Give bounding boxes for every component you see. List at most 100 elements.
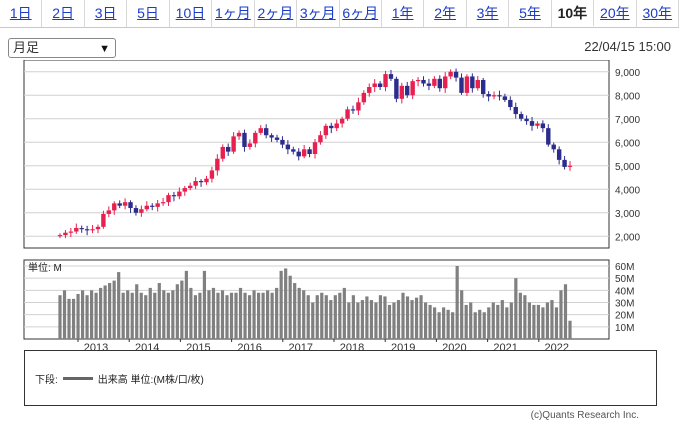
legend-prefix: 下段: [35, 375, 58, 386]
volume-bar [338, 292, 342, 339]
tab-0[interactable]: 1日 [0, 0, 43, 27]
price-tick-label: 9,000 [615, 68, 640, 79]
candle-body [101, 213, 106, 227]
tab-3[interactable]: 5日 [127, 0, 170, 27]
tab-7[interactable]: 3ヶ月 [297, 0, 340, 27]
volume-bar [550, 300, 554, 339]
volume-bar [378, 295, 383, 339]
volume-bar [229, 292, 234, 339]
candle-body [383, 74, 388, 88]
tab-10[interactable]: 2年 [424, 0, 467, 27]
candle-body [231, 136, 236, 152]
candle-body [225, 146, 231, 152]
volume-bar [496, 304, 500, 339]
volume-bar [478, 309, 482, 339]
volume-bar [451, 312, 455, 339]
candle-body [117, 203, 122, 206]
volume-bar [58, 295, 62, 339]
volume-bar [94, 292, 98, 339]
price-tick-label: 4,000 [615, 185, 640, 196]
volume-bar [80, 290, 85, 339]
x-tick-label: 2020 [442, 342, 466, 350]
volume-bar [532, 304, 536, 339]
candle-body [155, 203, 160, 207]
volume-bar [175, 284, 179, 339]
price-tick-label: 7,000 [615, 115, 640, 126]
volume-bar [505, 307, 509, 339]
tab-1[interactable]: 2日 [42, 0, 85, 27]
volume-bar [108, 283, 112, 339]
volume-bar [171, 290, 175, 339]
timestamp: 22/04/15 15:00 [584, 39, 671, 54]
candle-body [453, 71, 459, 78]
volume-bar [491, 302, 495, 339]
tab-13[interactable]: 10年 [551, 0, 595, 27]
volume-bar [184, 270, 188, 339]
candle-body [513, 107, 518, 115]
period-select[interactable]: 月足 ▼ [8, 38, 116, 58]
candle-body [367, 87, 372, 93]
candle-body [133, 208, 139, 213]
volume-bar [460, 290, 464, 339]
volume-bar [554, 307, 559, 339]
volume-bar [401, 292, 405, 339]
candle-body [204, 178, 209, 183]
candle-body [95, 226, 101, 230]
candle-body [350, 109, 356, 111]
candle-body [68, 231, 74, 233]
candle-body [415, 79, 421, 82]
candle-body [166, 195, 171, 203]
candle-body [562, 159, 567, 167]
volume-bar [473, 312, 477, 339]
volume-bar [202, 270, 207, 339]
candle-body [567, 165, 573, 167]
tab-8[interactable]: 6ヶ月 [340, 0, 382, 27]
volume-bar [433, 307, 437, 339]
candle-body [361, 92, 367, 103]
candle-body [345, 109, 350, 119]
candle-body [426, 83, 432, 86]
candle-body [388, 74, 394, 79]
volume-bar [180, 280, 184, 339]
tab-14[interactable]: 20年 [594, 0, 637, 27]
volume-bar [423, 302, 428, 339]
volume-bar [536, 304, 541, 339]
volume-bar [365, 296, 369, 339]
volume-bar [225, 295, 229, 339]
candle-body [318, 135, 323, 143]
candle-body [57, 235, 63, 237]
volume-bar [103, 285, 107, 339]
volume-bar [198, 292, 202, 339]
volume-bar [419, 295, 423, 339]
volume-bar [374, 302, 378, 339]
x-tick-label: 2018 [340, 342, 364, 350]
volume-bar [234, 292, 238, 339]
tab-11[interactable]: 3年 [467, 0, 510, 27]
candle-body [253, 132, 258, 144]
volume-bar [487, 307, 491, 339]
candle-body [372, 83, 377, 88]
volume-bar [387, 304, 392, 339]
volume-bar [135, 284, 139, 339]
candle-body [394, 78, 399, 99]
tab-6[interactable]: 2ヶ月 [255, 0, 298, 27]
volume-unit-label: 単位: M [28, 261, 62, 274]
candle-body [236, 132, 242, 137]
volume-bar [256, 292, 261, 339]
tab-15[interactable]: 30年 [637, 0, 679, 27]
tab-5[interactable]: 1ヶ月 [212, 0, 255, 27]
volume-bar [315, 295, 319, 339]
tab-12[interactable]: 5年 [509, 0, 552, 27]
candle-body [301, 149, 307, 157]
tab-9[interactable]: 1年 [382, 0, 425, 27]
tab-4[interactable]: 10日 [170, 0, 213, 27]
tab-2[interactable]: 3日 [85, 0, 128, 27]
x-tick-label: 2022 [545, 342, 569, 350]
volume-bar [252, 290, 256, 339]
volume-bar [306, 295, 310, 339]
volume-tick-label: 60M [615, 262, 634, 273]
volume-bar [67, 298, 71, 339]
candle-body [443, 76, 448, 89]
x-tick-label: 2019 [391, 342, 415, 350]
volume-bar [293, 283, 297, 339]
